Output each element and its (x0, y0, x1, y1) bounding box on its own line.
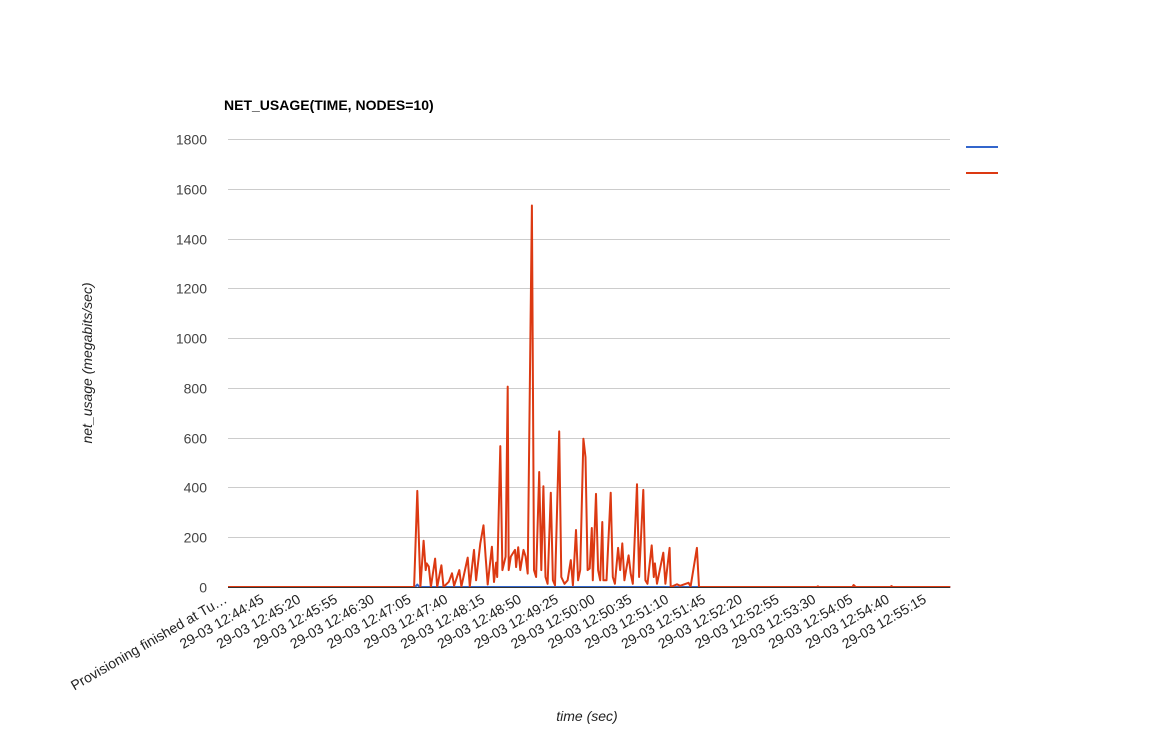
x-axis-title: time (sec) (556, 708, 617, 724)
y-axis-ticks: 0 200 400 600 800 1000 1200 1400 1600 1800 (176, 132, 207, 596)
series-line-2 (228, 204, 951, 588)
y-tick-label: 800 (184, 381, 208, 397)
gridlines (228, 139, 950, 538)
y-tick-label: 1600 (176, 182, 207, 198)
y-tick-label: 1800 (176, 132, 207, 148)
y-tick-label: 0 (199, 580, 207, 596)
y-tick-label: 600 (184, 431, 208, 447)
y-tick-label: 200 (184, 530, 208, 546)
legend (966, 146, 998, 174)
y-tick-label: 1000 (176, 331, 207, 347)
y-tick-label: 1200 (176, 281, 207, 297)
x-axis-ticks: Provisioning finished at Tu…29-03 12:44:… (68, 591, 929, 694)
y-axis-title: net_usage (megabits/sec) (79, 282, 95, 443)
x-tick-label: Provisioning finished at Tu… (68, 591, 230, 694)
y-tick-label: 1400 (176, 232, 207, 248)
series-lines (228, 204, 951, 588)
y-tick-label: 400 (184, 480, 208, 496)
chart-title: NET_USAGE(TIME, NODES=10) (224, 97, 434, 113)
